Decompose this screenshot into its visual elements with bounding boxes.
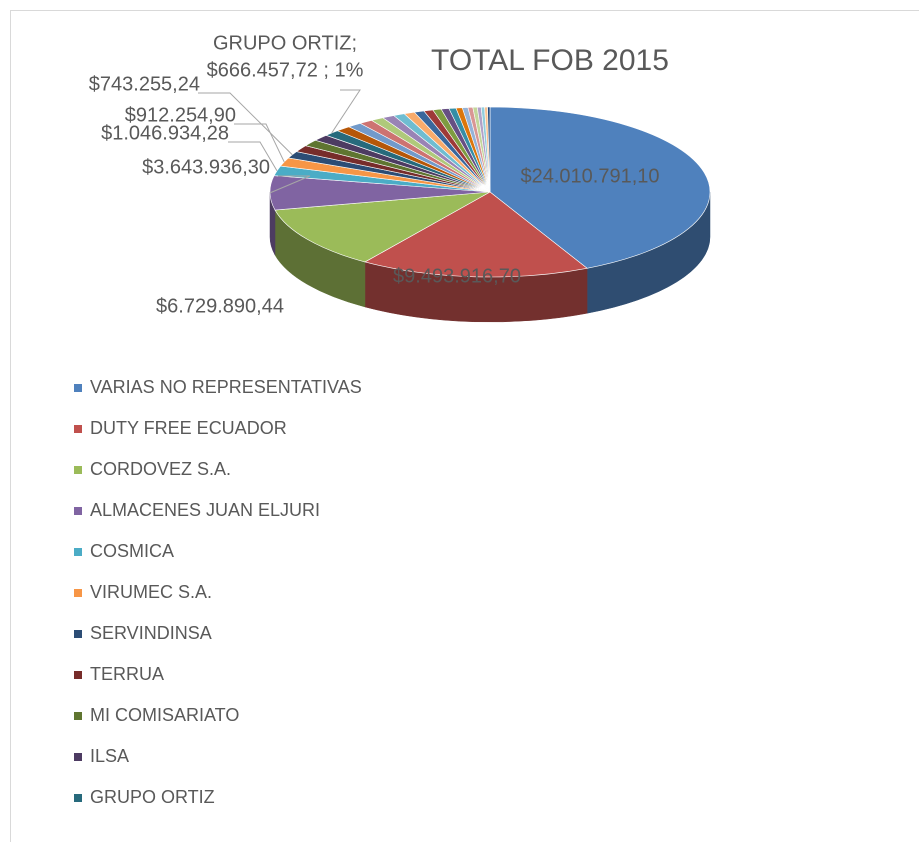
leader-line [331, 89, 361, 134]
legend-swatch [74, 671, 82, 679]
legend-swatch [74, 630, 82, 638]
data-label: $9.493.916,70 [393, 265, 521, 287]
data-label: $912.254,90 [125, 104, 236, 126]
data-label: $6.729.890,44 [156, 295, 284, 317]
data-label: GRUPO ORTIZ; $666.457,72 ; 1% [207, 33, 364, 82]
legend-swatch [74, 384, 82, 392]
legend-label: DUTY FREE ECUADOR [90, 418, 287, 438]
data-label: $24.010.791,10 [520, 165, 659, 187]
legend-label: SERVINDINSA [90, 623, 212, 643]
pie-sides [269, 191, 711, 323]
legend-label: CORDOVEZ S.A. [90, 459, 231, 479]
legend-swatch [74, 589, 82, 597]
leader-line [269, 175, 311, 194]
data-label: $743.255,24 [89, 73, 200, 95]
slice [489, 106, 711, 269]
legend-swatch [74, 794, 82, 802]
leader-line [198, 92, 293, 156]
legend-label: GRUPO ORTIZ [90, 787, 215, 807]
data-label: $1.046.934,28 [101, 122, 229, 144]
legend-label: COSMICA [90, 541, 174, 561]
legend-label: VIRUMEC S.A. [90, 582, 212, 602]
slice [364, 191, 588, 278]
chart-title: TOTAL FOB 2015 [431, 44, 669, 77]
slice [274, 191, 491, 263]
data-label: $3.643.936,30 [142, 156, 270, 178]
chart-frame [10, 10, 919, 842]
legend-swatch [74, 753, 82, 761]
legend-swatch [74, 425, 82, 433]
legend-label: TERRUA [90, 664, 164, 684]
legend-label: ALMACENES JUAN ELJURI [90, 500, 320, 520]
slice [487, 106, 491, 193]
legend-swatch [74, 548, 82, 556]
legend-swatch [74, 466, 82, 474]
legend-swatch [74, 712, 82, 720]
pie-tops [269, 106, 711, 278]
legend-label: MI COMISARIATO [90, 705, 239, 725]
legend-label: ILSA [90, 746, 129, 766]
leader-line [228, 141, 278, 172]
leader-line [234, 123, 285, 163]
legend-swatch [74, 507, 82, 515]
legend-label: VARIAS NO REPRESENTATIVAS [90, 377, 362, 397]
